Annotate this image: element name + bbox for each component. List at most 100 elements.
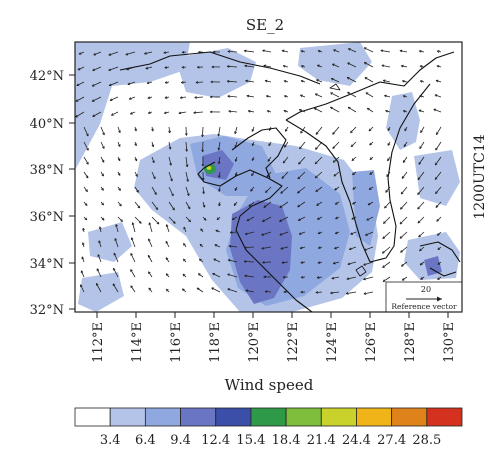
wind-arrow-head [331, 276, 335, 280]
wind-arrow-head [435, 205, 439, 208]
wind-arrow-head [315, 147, 318, 150]
wind-arrow [420, 126, 425, 133]
wind-arrow [366, 216, 374, 221]
wind-arrow-head [201, 149, 205, 153]
wind-arrow-head [262, 49, 265, 53]
wind-arrow [316, 79, 323, 83]
wind-arrow [134, 171, 138, 177]
wind-arrow-head [117, 144, 121, 147]
wind-arrow-head [245, 289, 249, 293]
longitude-axis: 112°E 114°E 116°E 118°E 120°E 122°E 124°… [91, 312, 457, 363]
wind-arrow [267, 156, 272, 162]
wind-arrow [332, 126, 340, 135]
wind-arrow-head [346, 77, 350, 80]
wind-arrow-head [234, 131, 237, 135]
wind-arrow-head [179, 96, 183, 99]
wind-arrow-head [181, 288, 185, 292]
wind-arrow-head [437, 277, 440, 280]
wind-arrow-head [335, 216, 338, 220]
wind-arrow-head [334, 231, 338, 235]
wind-arrow [111, 111, 119, 116]
wind-arrow-head [108, 53, 112, 56]
wind-arrow-head [299, 246, 303, 250]
lon-tick: 116°E [169, 312, 184, 363]
wind-arrow-head [317, 231, 321, 235]
wind-arrow [280, 186, 289, 194]
wind-arrow [363, 47, 374, 53]
wind-arrow [244, 65, 255, 68]
wind-arrow [364, 77, 374, 83]
wind-arrow-head [433, 108, 437, 112]
wind-arrow-head [347, 62, 350, 66]
wind-arrow [144, 51, 153, 55]
wind-arrow [400, 201, 408, 210]
wind-arrow [93, 51, 102, 56]
wind-arrow [197, 273, 204, 278]
wind-arrow-head [317, 217, 320, 220]
wind-arrow-head [348, 247, 352, 251]
wind-arrow-head [401, 278, 405, 281]
wind-arrow [251, 126, 255, 132]
wind-arrow-head [263, 64, 267, 68]
wind-arrow [243, 261, 255, 263]
wind-arrow-head [81, 242, 85, 246]
wind-arrow-head [115, 224, 118, 227]
wind-arrow [98, 240, 102, 248]
wind-arrow-head [165, 257, 169, 261]
wind-arrow-head [148, 238, 151, 242]
wind-arrow [332, 156, 340, 163]
wind-arrow [315, 291, 323, 293]
wind-arrow [333, 171, 340, 177]
wind-arrow [381, 65, 391, 68]
colorbar-cell [144, 407, 181, 427]
shade-east-coast [386, 92, 420, 150]
wind-arrow-head [435, 147, 438, 151]
wind-arrow-head [145, 66, 149, 70]
wind-arrow-head [399, 236, 403, 239]
wind-arrow [117, 141, 121, 147]
wind-arrow-head [262, 260, 265, 264]
wind-arrow-head [333, 49, 336, 52]
wind-arrow [151, 201, 159, 210]
wind-arrow [315, 186, 323, 193]
map-frame [74, 41, 463, 313]
wind-arrow-head [153, 176, 156, 180]
wind-arrow-head [300, 261, 304, 264]
wind-arrow-head [363, 248, 367, 251]
wind-arrow [364, 62, 374, 68]
wind-arrow [117, 216, 123, 222]
wind-arrow-head [262, 219, 265, 222]
wind-arrow [383, 216, 391, 224]
wind-arrow-head [381, 64, 385, 68]
wind-arrow [331, 276, 340, 279]
wind-arrow [244, 50, 255, 53]
wind-arrow-head [183, 242, 186, 246]
wind-arrow-head [297, 190, 300, 194]
lon-label: 116°E [169, 322, 184, 363]
lon-label: 126°E [364, 322, 379, 363]
wind-arrow [130, 285, 136, 293]
wind-arrow-head [352, 201, 355, 205]
wind-arrow [266, 171, 272, 178]
wind-arrow [193, 111, 204, 114]
wind-arrow [244, 231, 255, 235]
wind-arrow [418, 231, 425, 238]
wind-arrow [163, 51, 170, 54]
wind-arrow [401, 171, 408, 179]
wind-arrow-head [227, 259, 231, 262]
wind-arrow-head [263, 275, 266, 279]
wind-arrow [244, 246, 255, 248]
wind-arrow [435, 201, 442, 208]
wind-arrow-head [228, 109, 232, 113]
wind-arrow [183, 226, 187, 233]
wind-arrow [368, 126, 374, 132]
wind-arrow [402, 156, 408, 163]
wind-arrow [417, 201, 425, 210]
wind-arrow-head [163, 111, 167, 115]
wind-arrow [281, 50, 289, 53]
colorbar-cell [250, 407, 287, 427]
wind-arrow [433, 108, 442, 113]
wind-arrow [351, 156, 357, 161]
wind-arrow [227, 51, 238, 53]
wind-arrow-head [214, 244, 218, 247]
